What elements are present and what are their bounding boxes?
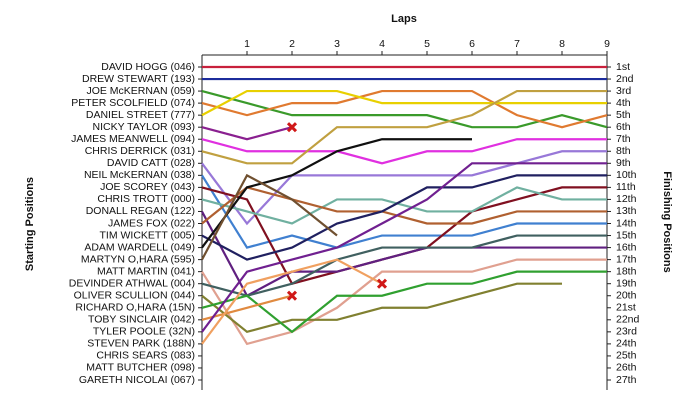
x-tick-label: 2 <box>289 38 295 50</box>
y2-tick-label: 17th <box>616 253 637 265</box>
starting-driver-label: DAVID CATT (028) <box>107 157 195 169</box>
y2-tick-label: 7th <box>616 133 631 145</box>
driver-line <box>201 138 472 249</box>
y-axis-label: Starting Positions <box>24 177 36 271</box>
y2-tick-label: 1st <box>616 61 630 73</box>
x-tick-label: 1 <box>244 38 250 50</box>
x-tick-label: 9 <box>604 38 610 50</box>
y2-tick-label: 18th <box>616 265 637 277</box>
retirement-marker <box>376 278 388 289</box>
y2-tick-label: 10th <box>616 169 637 181</box>
retirement-marker <box>286 290 298 301</box>
driver-line <box>201 234 607 297</box>
driver-line <box>201 186 607 225</box>
starting-driver-label: ADAM WARDELL (049) <box>84 241 195 253</box>
y2-tick-label: 24th <box>616 338 637 350</box>
starting-driver-label: NEIL McKERNAN (038) <box>84 169 195 181</box>
starting-driver-label: JOE McKERNAN (059) <box>86 85 195 97</box>
starting-driver-label: CHRIS TROTT (000) <box>97 193 195 205</box>
starting-driver-label: RICHARD O,HARA (15N) <box>75 302 195 314</box>
y2-tick-label: 3rd <box>616 85 631 97</box>
retirement-marker <box>286 122 298 133</box>
starting-driver-label: JAMES FOX (022) <box>108 217 195 229</box>
starting-driver-label: CHRIS SEARS (083) <box>96 350 195 362</box>
starting-driver-label: DAVID HOGG (046) <box>101 61 195 73</box>
starting-driver-label: JOE SCOREY (043) <box>100 181 195 193</box>
y2-tick-label: 13th <box>616 205 637 217</box>
driver-line <box>201 186 607 225</box>
driver-line <box>201 294 293 321</box>
y2-tick-label: 25th <box>616 350 637 362</box>
starting-driver-label: OLIVER SCULLION (044) <box>74 290 195 302</box>
y2-tick-label: 21st <box>616 302 636 314</box>
starting-driver-label: DREW STEWART (193) <box>82 73 195 85</box>
starting-driver-label: JAMES MEANWELL (094) <box>71 133 195 145</box>
starting-driver-label: TOBY SINCLAIR (042) <box>88 314 195 326</box>
starting-driver-label: NICKY TAYLOR (093) <box>92 121 195 133</box>
y2-tick-label: 12th <box>616 193 637 205</box>
starting-driver-label: GARETH NICOLAI (067) <box>79 374 195 386</box>
y2-tick-label: 20th <box>616 290 637 302</box>
starting-driver-label: PETER SCOLFIELD (074) <box>71 97 195 109</box>
driver-line <box>201 126 293 141</box>
y2-tick-label: 15th <box>616 229 637 241</box>
starting-driver-label: DEVINDER ATHWAL (004) <box>69 277 195 289</box>
driver-line <box>201 162 607 333</box>
x-tick-label: 8 <box>559 38 565 50</box>
starting-driver-label: MATT BUTCHER (098) <box>86 362 195 374</box>
y2-tick-label: 14th <box>616 217 637 229</box>
y2-tick-label: 19th <box>616 277 637 289</box>
starting-driver-label: MATT MARTIN (041) <box>97 265 195 277</box>
starting-driver-label: TIM WICKETT (005) <box>100 229 195 241</box>
driver-line <box>201 89 607 117</box>
y2-tick-label: 8th <box>616 145 631 157</box>
driver-line <box>201 270 607 334</box>
starting-driver-label: DANIEL STREET (777) <box>86 109 195 121</box>
y2-tick-label: 2nd <box>616 73 634 85</box>
y2-tick-label: 6th <box>616 121 631 133</box>
y2-tick-label: 9th <box>616 157 631 169</box>
starting-driver-label: CHRIS DERRICK (031) <box>85 145 195 157</box>
driver-line <box>201 150 607 226</box>
driver-line <box>201 282 562 334</box>
driver-line <box>201 258 607 346</box>
starting-driver-label: TYLER POOLE (32N) <box>93 326 195 338</box>
driver-line <box>201 258 383 345</box>
y2-tick-label: 11th <box>616 181 636 193</box>
y2-tick-label: 22nd <box>616 314 640 326</box>
driver-line <box>201 89 608 129</box>
starting-driver-label: STEVEN PARK (188N) <box>87 338 195 350</box>
y2-tick-label: 4th <box>616 97 631 109</box>
y2-axis-label: Finishing Positions <box>661 171 673 272</box>
driver-line <box>201 138 607 165</box>
driver-line <box>201 89 607 165</box>
y2-tick-label: 27th <box>616 374 637 386</box>
y2-tick-label: 26th <box>616 362 637 374</box>
x-tick-label: 7 <box>514 38 520 50</box>
driver-line <box>201 174 607 261</box>
driver-line <box>201 173 338 261</box>
starting-driver-label: DONALL REGAN (122) <box>86 205 195 217</box>
x-tick-label: 6 <box>469 38 475 50</box>
driver-line <box>201 210 607 298</box>
y2-tick-label: 23rd <box>616 326 637 338</box>
x-tick-label: 4 <box>379 38 385 50</box>
y2-tick-label: 5th <box>616 109 631 121</box>
x-tick-label: 3 <box>334 38 340 50</box>
y2-tick-label: 16th <box>616 241 637 253</box>
chart-title: Laps <box>391 13 417 25</box>
x-tick-label: 5 <box>424 38 430 50</box>
starting-driver-label: MARTYN O,HARA (595) <box>81 253 195 265</box>
